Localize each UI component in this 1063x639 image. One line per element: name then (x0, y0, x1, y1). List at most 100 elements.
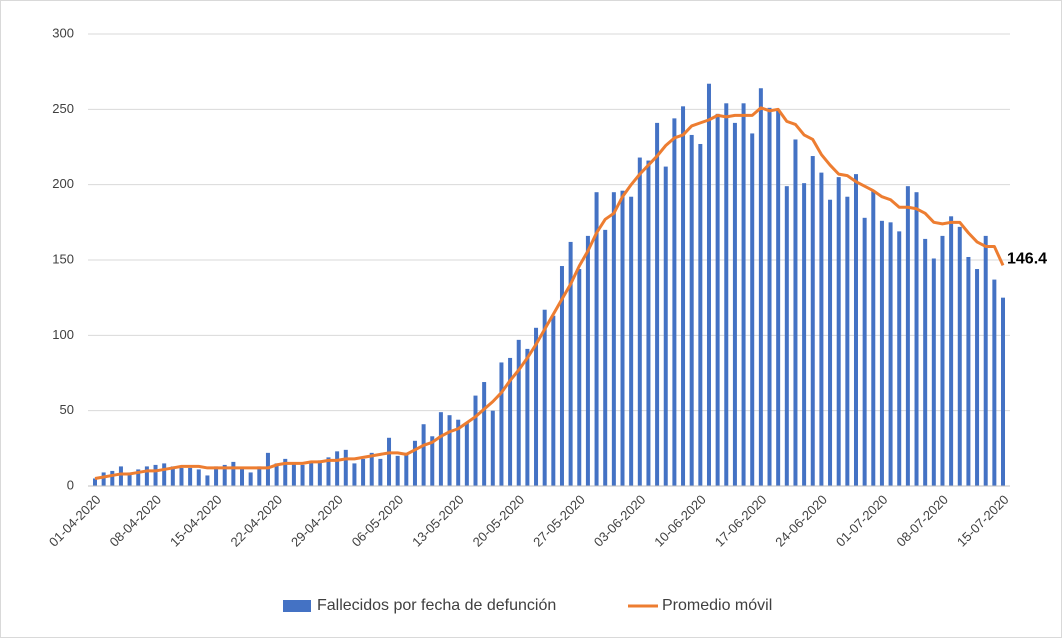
y-tick-label: 250 (52, 101, 74, 116)
bar (784, 186, 789, 486)
bar (611, 192, 616, 486)
bar (655, 122, 660, 486)
bar (179, 467, 184, 486)
y-tick-label: 300 (52, 25, 74, 40)
data-label: 146.4 (1007, 251, 1047, 268)
bar (637, 157, 642, 486)
bar (905, 186, 910, 486)
bar (361, 458, 366, 486)
bar (300, 464, 305, 486)
bar (715, 113, 720, 486)
bar (101, 472, 106, 486)
bar (118, 466, 123, 486)
bar (897, 231, 902, 486)
bar (326, 457, 331, 486)
bar (750, 133, 755, 486)
bar (404, 452, 409, 486)
bar (802, 183, 807, 486)
bar (378, 458, 383, 486)
bar (257, 466, 262, 486)
bar (585, 235, 590, 486)
bar (222, 464, 227, 486)
bar (93, 478, 97, 486)
bar (879, 220, 884, 486)
moving-average-line (94, 106, 1005, 480)
bar (438, 412, 443, 486)
bar (828, 199, 833, 486)
bar (283, 458, 288, 486)
bar (516, 339, 521, 486)
bar (663, 166, 668, 486)
bar (490, 410, 495, 486)
bar (862, 217, 867, 486)
bar (957, 226, 962, 486)
bar (594, 192, 599, 486)
bar (136, 469, 141, 486)
bar (888, 222, 893, 487)
bar (309, 461, 314, 486)
bar (525, 348, 530, 486)
bar (196, 469, 201, 486)
bar (170, 466, 175, 486)
legend-label: Promedio móvil (662, 597, 772, 614)
bar (836, 177, 841, 486)
y-tick-label: 0 (67, 477, 74, 492)
bar (387, 437, 392, 486)
bar (205, 475, 210, 486)
bar (447, 415, 452, 486)
bar (482, 382, 487, 486)
bar (629, 196, 634, 486)
bar (421, 424, 426, 486)
y-tick-label: 200 (52, 176, 74, 191)
bar (914, 192, 919, 486)
bar (966, 256, 971, 486)
y-tick-label: 50 (60, 402, 74, 417)
y-tick-label: 100 (52, 327, 74, 342)
bar (949, 216, 954, 486)
bar (758, 88, 763, 487)
bar (931, 258, 936, 486)
bar (317, 460, 322, 486)
bar (646, 160, 651, 486)
bar (343, 449, 348, 486)
bar (534, 327, 539, 486)
bar (983, 235, 988, 486)
legend-label: Fallecidos por fecha de defunción (317, 597, 556, 614)
bar (352, 463, 357, 486)
bar (464, 422, 469, 486)
bar (672, 118, 677, 486)
bar (871, 190, 876, 486)
bar (620, 190, 625, 486)
bar (395, 455, 400, 486)
bar (265, 452, 270, 486)
bar (240, 467, 245, 486)
bar (603, 229, 608, 486)
bar (992, 279, 997, 486)
bar (335, 451, 340, 486)
bar (144, 466, 149, 486)
bar (248, 472, 253, 486)
bar (793, 139, 798, 486)
bar (508, 357, 513, 486)
bar (542, 309, 547, 486)
bar (214, 466, 219, 486)
bar (724, 103, 729, 486)
bar (559, 266, 564, 486)
bar (776, 110, 781, 486)
bar (231, 461, 236, 486)
bar (456, 419, 461, 486)
bar (1001, 297, 1005, 486)
bar (767, 107, 772, 487)
bar (689, 134, 694, 487)
bar (698, 143, 703, 486)
bar (853, 174, 858, 486)
bar (153, 464, 158, 486)
bar (975, 269, 980, 486)
y-tick-label: 150 (52, 251, 74, 266)
legend-swatch (283, 600, 311, 612)
bar (274, 463, 279, 486)
bar (741, 103, 746, 486)
bar (473, 395, 478, 486)
bar (568, 241, 573, 486)
